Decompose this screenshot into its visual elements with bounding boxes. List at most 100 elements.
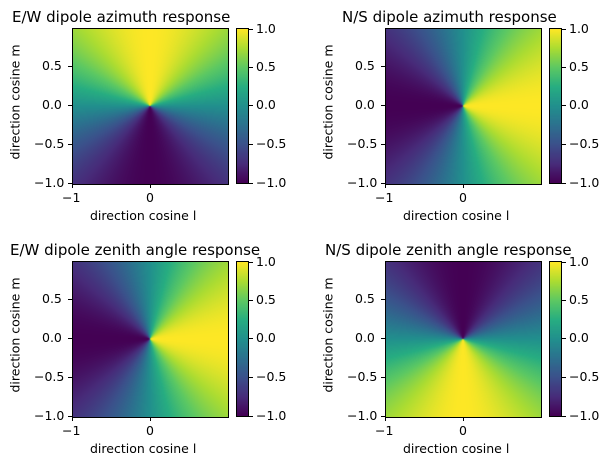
y-tick-mark	[68, 377, 72, 378]
heatmap-canvas	[385, 28, 541, 184]
colorbar-tick-label: 1.0	[256, 21, 276, 36]
y-tick-mark	[381, 105, 385, 106]
x-axis-label: direction cosine l	[90, 208, 197, 223]
plot-frame	[385, 28, 542, 185]
y-tick-mark	[381, 299, 385, 300]
colorbar-tick-label: 0.5	[256, 292, 276, 307]
colorbar-tick-label: −0.5	[256, 369, 287, 384]
heatmap-canvas	[385, 261, 541, 417]
x-tick-mark	[150, 184, 151, 188]
colorbar-tick-mark	[249, 67, 253, 68]
colorbar-tick-mark	[249, 300, 253, 301]
x-tick-mark	[385, 184, 386, 188]
heatmap-plot	[385, 28, 542, 185]
x-tick-label: 0	[459, 423, 467, 438]
x-tick-label: 0	[146, 423, 154, 438]
colorbar-tick-mark	[249, 144, 253, 145]
colorbar-tick-mark	[562, 105, 566, 106]
colorbar-tick-label: −0.5	[256, 136, 287, 151]
y-tick-label: −0.5	[347, 136, 378, 151]
chart-title: E/W dipole azimuth response	[12, 8, 231, 26]
colorbar-tick-label: 0.5	[256, 59, 276, 74]
colorbar	[549, 261, 562, 417]
y-tick-label: −0.5	[34, 136, 65, 151]
colorbar-tick-label: 0.5	[569, 59, 589, 74]
heatmap-canvas	[72, 28, 228, 184]
y-tick-label: −0.5	[347, 369, 378, 384]
y-tick-mark	[68, 183, 72, 184]
y-tick-mark	[68, 66, 72, 67]
x-tick-mark	[463, 184, 464, 188]
heatmap-plot	[72, 261, 229, 418]
y-tick-label: 0.5	[355, 58, 375, 73]
x-tick-label: −1	[375, 423, 394, 438]
y-axis-label: direction cosine m	[7, 277, 23, 393]
x-axis-label: direction cosine l	[403, 441, 510, 456]
y-tick-mark	[68, 338, 72, 339]
colorbar-tick-label: −1.0	[569, 175, 600, 190]
y-axis-label: direction cosine m	[320, 44, 336, 160]
y-tick-mark	[68, 105, 72, 106]
y-tick-label: −1.0	[34, 175, 65, 190]
colorbar-tick-mark	[249, 29, 253, 30]
y-tick-label: 0.5	[42, 58, 62, 73]
x-tick-label: 0	[146, 190, 154, 205]
y-axis-label: direction cosine m	[320, 277, 336, 393]
colorbar-tick-mark	[562, 29, 566, 30]
x-tick-mark	[150, 417, 151, 421]
y-tick-label: −1.0	[347, 408, 378, 423]
colorbar-tick-mark	[562, 67, 566, 68]
heatmap-plot	[385, 261, 542, 418]
chart-title: N/S dipole zenith angle response	[325, 241, 572, 259]
colorbar-tick-mark	[562, 338, 566, 339]
colorbar-tick-label: −0.5	[569, 369, 600, 384]
colorbar-tick-mark	[249, 262, 253, 263]
heatmap-plot	[72, 28, 229, 185]
colorbar-tick-label: 0.5	[569, 292, 589, 307]
x-axis-label: direction cosine l	[90, 441, 197, 456]
y-tick-label: 0.0	[355, 97, 375, 112]
y-tick-label: −1.0	[34, 408, 65, 423]
x-tick-label: 0	[459, 190, 467, 205]
colorbar-tick-label: 0.0	[569, 330, 589, 345]
y-tick-mark	[381, 183, 385, 184]
colorbar-tick-label: 0.0	[256, 330, 276, 345]
y-tick-label: −0.5	[34, 369, 65, 384]
x-axis-label: direction cosine l	[403, 208, 510, 223]
chart-title: N/S dipole azimuth response	[342, 8, 557, 26]
y-tick-mark	[68, 144, 72, 145]
colorbar	[549, 28, 562, 184]
y-tick-mark	[381, 416, 385, 417]
x-tick-mark	[385, 417, 386, 421]
plot-frame	[72, 261, 229, 418]
y-tick-label: 0.0	[42, 330, 62, 345]
x-tick-mark	[463, 417, 464, 421]
y-tick-mark	[381, 338, 385, 339]
colorbar-tick-mark	[249, 105, 253, 106]
colorbar-tick-mark	[562, 144, 566, 145]
heatmap-canvas	[72, 261, 228, 417]
colorbar-tick-label: 1.0	[256, 254, 276, 269]
y-tick-label: −1.0	[347, 175, 378, 190]
colorbar-tick-mark	[249, 377, 253, 378]
colorbar-tick-label: 1.0	[569, 254, 589, 269]
plot-frame	[72, 28, 229, 185]
plot-frame	[385, 261, 542, 418]
y-axis-label: direction cosine m	[7, 44, 23, 160]
y-tick-label: 0.5	[355, 291, 375, 306]
colorbar-tick-mark	[562, 416, 566, 417]
colorbar-tick-label: −1.0	[569, 408, 600, 423]
y-tick-mark	[68, 416, 72, 417]
colorbar-tick-label: −1.0	[256, 175, 287, 190]
colorbar-tick-label: −0.5	[569, 136, 600, 151]
y-tick-label: 0.5	[42, 291, 62, 306]
x-tick-label: −1	[62, 423, 81, 438]
colorbar-tick-label: −1.0	[256, 408, 287, 423]
colorbar-tick-label: 0.0	[256, 97, 276, 112]
x-tick-label: −1	[62, 190, 81, 205]
y-tick-mark	[68, 299, 72, 300]
colorbar-tick-mark	[562, 262, 566, 263]
x-tick-label: −1	[375, 190, 394, 205]
x-tick-mark	[72, 417, 73, 421]
y-tick-mark	[381, 144, 385, 145]
